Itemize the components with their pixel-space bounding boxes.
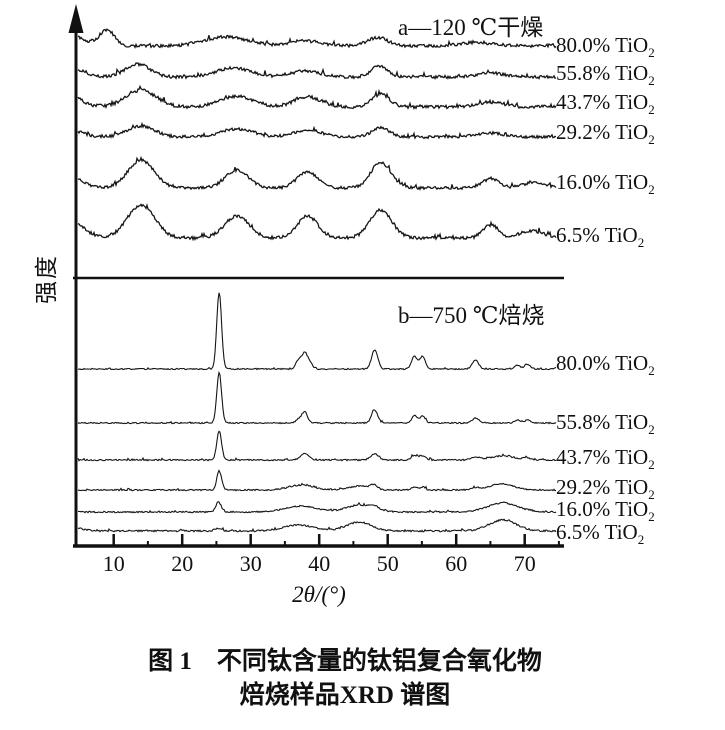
trace-label-subscript: 2 bbox=[648, 182, 655, 197]
panel-b-label: b—750 ℃焙烧 bbox=[398, 303, 545, 328]
x-tick-label-30: 30 bbox=[239, 551, 262, 576]
xrd-trace-b-292tio2 bbox=[77, 469, 556, 492]
trace-label-text: 29.2% TiO bbox=[556, 475, 649, 499]
xrd-trace-a-437tio2 bbox=[77, 84, 557, 111]
trace-label-text: 6.5% TiO bbox=[556, 520, 638, 544]
trace-label-b-437tio2: 43.7% TiO2 bbox=[556, 445, 655, 477]
trace-label-text: 55.8% TiO bbox=[556, 61, 649, 85]
trace-label-b-292tio2: 29.2% TiO2 bbox=[556, 475, 655, 507]
xrd-trace-b-65tio2 bbox=[77, 518, 557, 533]
xrd-trace-a-292tio2 bbox=[77, 121, 557, 140]
xrd-plot bbox=[68, 4, 564, 548]
xrd-trace-a-558tio2 bbox=[77, 62, 557, 81]
xrd-trace-b-558tio2 bbox=[77, 370, 557, 425]
xrd-trace-b-437tio2 bbox=[77, 430, 557, 462]
trace-label-text: 80.0% TiO bbox=[556, 351, 649, 375]
x-axis-ticks bbox=[112, 534, 560, 546]
trace-label-text: 16.0% TiO bbox=[556, 497, 649, 521]
trace-label-a-160tio2: 16.0% TiO2 bbox=[556, 170, 655, 202]
trace-label-b-800tio2: 80.0% TiO2 bbox=[556, 351, 655, 383]
trace-label-a-437tio2: 43.7% TiO2 bbox=[556, 90, 655, 122]
trace-label-a-800tio2: 80.0% TiO2 bbox=[556, 33, 655, 65]
trace-label-a-558tio2: 55.8% TiO2 bbox=[556, 61, 655, 93]
trace-label-subscript: 2 bbox=[648, 457, 655, 472]
trace-label-subscript: 2 bbox=[648, 132, 655, 147]
caption-line-2: 焙烧样品XRD 谱图 bbox=[239, 682, 451, 709]
x-tick-label-60: 60 bbox=[445, 551, 468, 576]
xrd-trace-a-160tio2 bbox=[77, 155, 557, 191]
trace-label-subscript: 2 bbox=[637, 235, 645, 250]
y-axis-arrow-icon bbox=[68, 4, 84, 33]
trace-label-text: 80.0% TiO bbox=[556, 33, 649, 57]
trace-label-b-558tio2: 55.8% TiO2 bbox=[556, 410, 655, 442]
trace-label-b-65tio2: 6.5% TiO2 bbox=[556, 520, 644, 552]
trace-label-subscript: 2 bbox=[648, 45, 655, 60]
trace-label-subscript: 2 bbox=[648, 422, 655, 437]
xrd-trace-a-65tio2 bbox=[77, 203, 557, 242]
x-axis-label: 2θ/(°) bbox=[292, 582, 346, 607]
x-tick-label-50: 50 bbox=[376, 551, 399, 576]
trace-label-text: 43.7% TiO bbox=[556, 445, 649, 469]
xrd-traces bbox=[77, 28, 557, 533]
trace-label-subscript: 2 bbox=[648, 363, 655, 378]
x-tick-label-70: 70 bbox=[513, 551, 536, 576]
trace-label-text: 43.7% TiO bbox=[556, 90, 649, 114]
trace-label-a-292tio2: 29.2% TiO2 bbox=[556, 120, 655, 152]
trace-label-text: 16.0% TiO bbox=[556, 170, 649, 194]
caption-line-1: 图 1 不同钛含量的钛铝复合氧化物 bbox=[148, 648, 542, 675]
trace-label-subscript: 2 bbox=[648, 73, 655, 88]
x-tick-label-20: 20 bbox=[171, 551, 194, 576]
trace-label-text: 29.2% TiO bbox=[556, 120, 649, 144]
figure-caption: 图 1 不同钛含量的钛铝复合氧化物 焙烧样品XRD 谱图 bbox=[0, 645, 690, 713]
trace-label-subscript: 2 bbox=[648, 102, 655, 117]
trace-label-text: 55.8% TiO bbox=[556, 410, 649, 434]
panel-a-label: a—120 ℃干燥 bbox=[398, 15, 544, 40]
x-tick-label-10: 10 bbox=[102, 551, 125, 576]
trace-label-b-160tio2: 16.0% TiO2 bbox=[556, 497, 655, 529]
x-tick-label-40: 40 bbox=[308, 551, 331, 576]
trace-label-a-65tio2: 6.5% TiO2 bbox=[556, 223, 644, 255]
xrd-trace-b-160tio2 bbox=[77, 501, 557, 514]
y-axis-label: 强度 bbox=[34, 254, 59, 304]
xrd-trace-a-800tio2 bbox=[78, 28, 557, 49]
xrd-trace-b-800tio2 bbox=[77, 292, 557, 371]
trace-label-subscript: 2 bbox=[648, 509, 655, 524]
trace-label-subscript: 2 bbox=[637, 532, 645, 547]
trace-label-text: 6.5% TiO bbox=[556, 223, 638, 247]
trace-label-subscript: 2 bbox=[648, 487, 655, 502]
